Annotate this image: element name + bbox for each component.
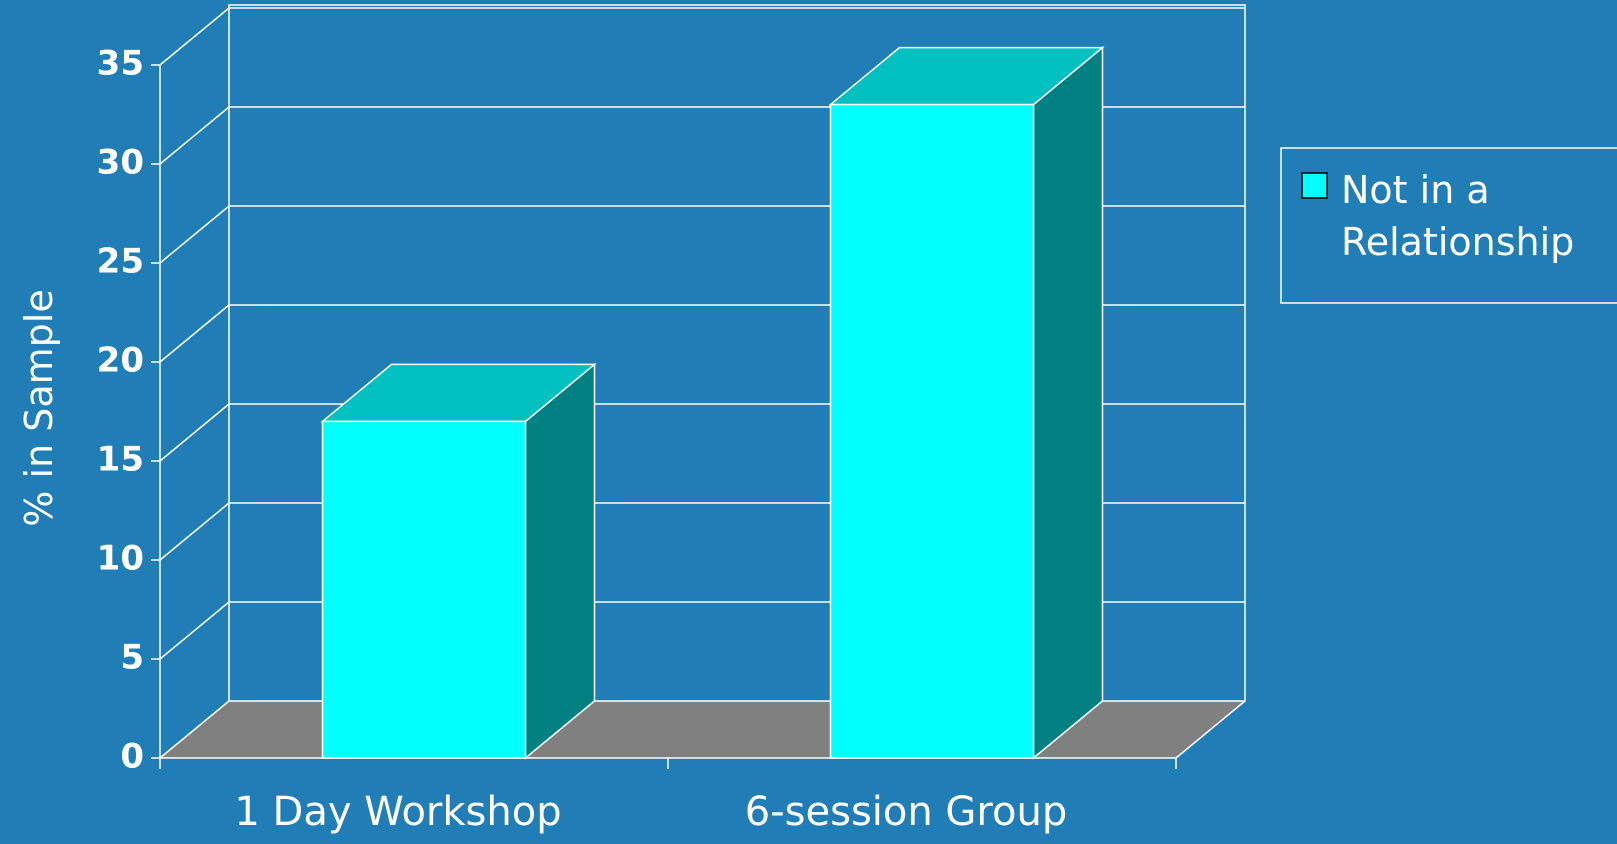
- gridline-depth: [159, 7, 230, 66]
- gridline-depth: [159, 700, 230, 759]
- y-tick-label: 5: [120, 638, 144, 678]
- y-tick-label: 10: [97, 539, 144, 579]
- gridline-depth: [159, 601, 230, 660]
- gridline-depth: [159, 205, 230, 264]
- y-tick-label: 20: [97, 341, 144, 381]
- y-tick-label: 0: [120, 737, 144, 777]
- legend-swatch: [1301, 172, 1328, 199]
- legend-frame: [1280, 147, 1617, 304]
- bar-1: [321, 420, 527, 759]
- legend: Not in a Relationship: [1280, 147, 1617, 304]
- gridline-depth: [159, 304, 230, 363]
- y-tick-label: 30: [97, 143, 144, 183]
- legend-label-line-2: Relationship: [1341, 220, 1574, 264]
- gridline-depth: [159, 106, 230, 165]
- y-tick-label: 15: [97, 440, 144, 480]
- legend-label-line-1: Not in a: [1341, 168, 1490, 212]
- x-category-label: 6-session Group: [745, 789, 1067, 835]
- x-category-label: 1 Day Workshop: [234, 789, 561, 835]
- bar-2: [829, 103, 1035, 759]
- back-wall-frame: [228, 4, 1246, 702]
- bar-side: [524, 362, 596, 760]
- y-axis-title: % in Sample: [17, 289, 61, 526]
- y-tick-label: 25: [97, 242, 144, 282]
- bar-side: [1032, 46, 1104, 760]
- gridline-depth: [159, 502, 230, 561]
- y-tick-label: 35: [97, 44, 144, 84]
- floor-edge: [1175, 700, 1246, 759]
- gridline-depth: [159, 403, 230, 462]
